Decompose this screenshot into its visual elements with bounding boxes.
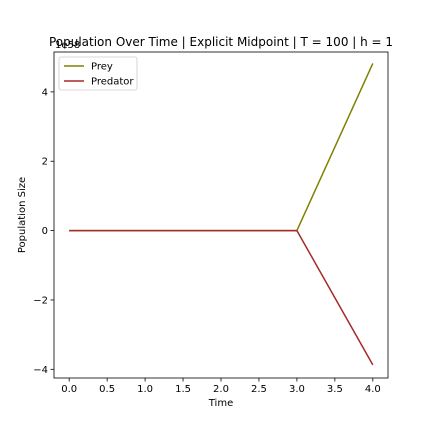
x-axis-label: Time [208,398,233,409]
series-line-predator [69,229,374,366]
x-tick-label: 1.5 [175,384,191,395]
x-tick-label: 2.5 [251,384,267,395]
y-tick-label: 4 [42,87,48,98]
x-tick-label: 1.0 [137,384,153,395]
y-tick-label: 0 [42,226,48,237]
y-tick-label: −4 [33,365,48,376]
x-tick-label: 4.0 [365,384,381,395]
y-axis-label: Population Size [17,177,28,253]
x-axis: 0.0 0.5 1.0 1.5 2.0 2.5 3.0 3.5 4.0 [61,378,381,395]
y-axis: −4 −2 0 2 4 [33,87,54,376]
x-tick-label: 0.0 [61,384,77,395]
legend: Prey Predator [58,56,138,91]
legend-label-predator: Predator [91,77,134,88]
chart-title: Population Over Time | Explicit Midpoint… [49,35,393,49]
legend-label-prey: Prey [91,62,113,73]
x-tick-label: 2.0 [213,384,229,395]
x-tick-label: 3.0 [289,384,305,395]
y-tick-label: −2 [33,295,48,306]
y-tick-label: 2 [42,157,48,168]
x-tick-label: 0.5 [99,384,115,395]
x-tick-label: 3.5 [327,384,343,395]
y-offset-label: 1e58 [55,40,80,51]
